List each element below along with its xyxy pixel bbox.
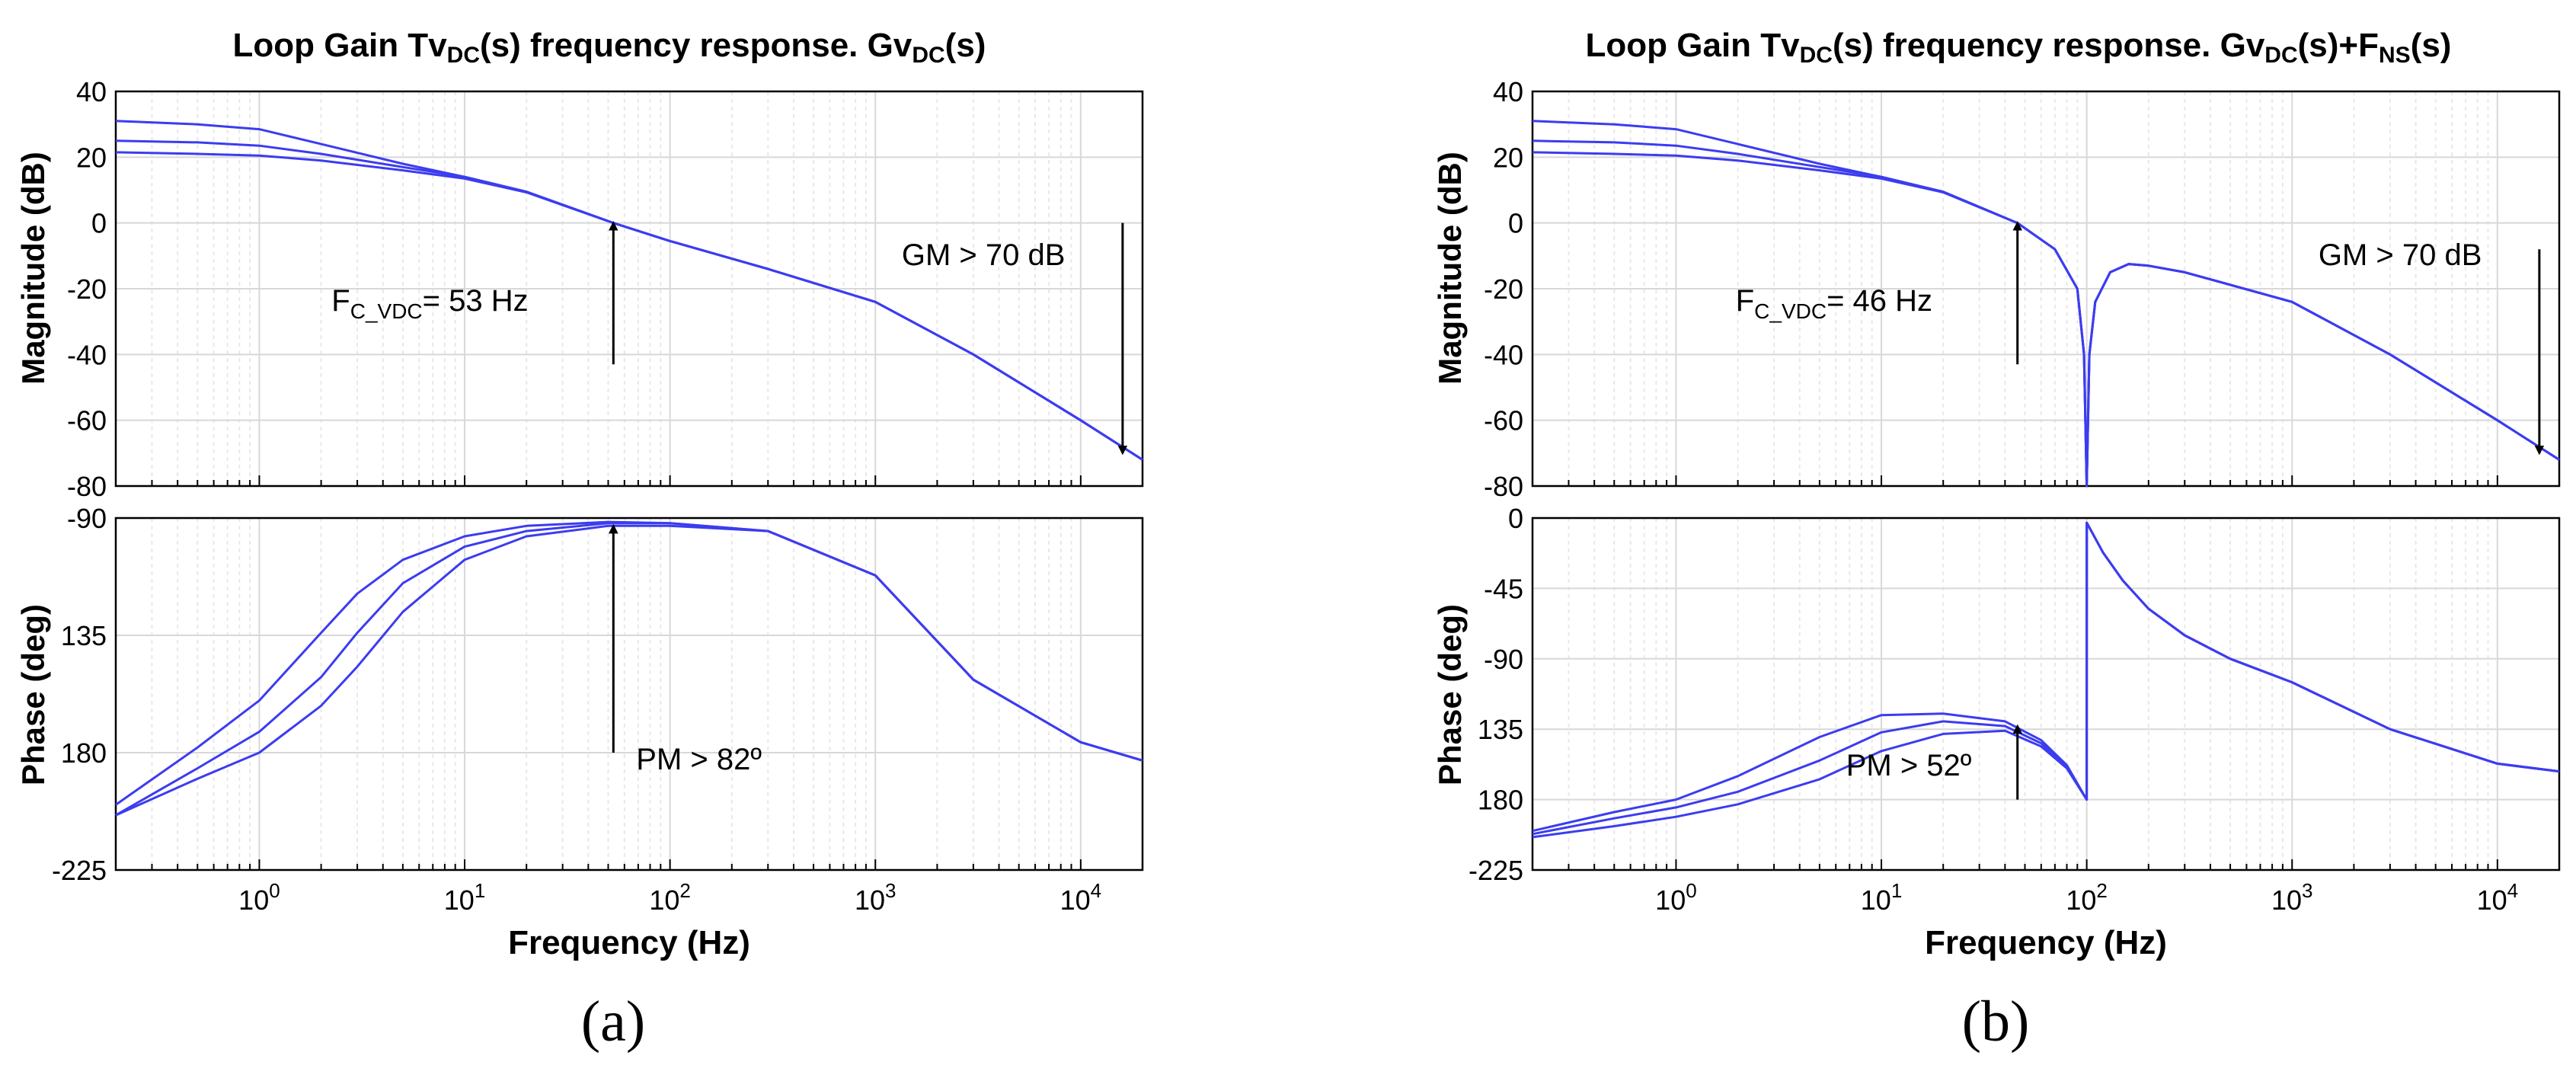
panel-b-magnitude-ytick-label: 0	[1508, 208, 1523, 239]
panel-b-phase: 100 101 102 103 104 0 -45 -90 135 180 -225 PM > 52º	[1469, 503, 2561, 916]
panel-a-phase: 100 101 102 103 104 -90 135 180 -225 PM > 82º	[52, 503, 1144, 916]
panel-a-phase-ytick-label: 135	[61, 620, 107, 651]
panel-a-xlabel: Frequency (Hz)	[508, 924, 750, 961]
panel-b-magnitude-ytick-label: -20	[1484, 273, 1523, 305]
panel-a-magnitude-series-3	[115, 151, 1143, 461]
panel-a-phase-series-1	[115, 520, 1143, 806]
panel-b-magnitude-ytick-label: -60	[1484, 405, 1523, 437]
panel-b-gm-label: GM > 70 dB	[2319, 238, 2482, 272]
panel-a-phase-series-3	[115, 524, 1143, 817]
panel-a-magnitude-series-2	[115, 139, 1143, 461]
panel-a-title: Loop Gain TvDC(s) frequency response. Gv…	[233, 27, 986, 68]
panel-b-magnitude-series-2	[1532, 139, 2560, 488]
panel-a-phase-frame	[114, 517, 1144, 872]
panel-a-phase-xtick-label: 102	[649, 879, 691, 916]
panel-a-magnitude-ytick-label: 0	[91, 208, 107, 239]
panel-a-magnitude: 40 20 0 -20 -40 -60 -80 FC_VDC= 53 Hz GM > 70 dB	[67, 76, 1144, 502]
panel-b-magnitude-series-1	[1532, 120, 2560, 488]
panel-a-magnitude-ytick-label: 40	[76, 76, 107, 107]
panel-a-phase-ytick-label: -225	[52, 855, 107, 886]
panel-b-caption: (b)	[1961, 990, 2030, 1054]
panel-a-pm-label: PM > 82º	[636, 743, 762, 776]
panel-b-phase-ytick-label: -45	[1484, 573, 1523, 604]
panel-b-magnitude-series-3	[1532, 151, 2560, 488]
panel-b-phase-xtick-label: 100	[1655, 879, 1697, 916]
panel-a-magnitude-ytick-label: -80	[67, 471, 107, 502]
panel-b-magnitude-ytick-label: -80	[1484, 471, 1523, 502]
panel-b-phase-xtick-label: 104	[2477, 879, 2519, 916]
panel-a-phase-series-2	[115, 522, 1143, 817]
panel-b-phase-frame	[1531, 517, 2561, 872]
panel-a-magnitude-ytick-label: -60	[67, 405, 107, 437]
panel-b-magnitude-ytick-label: 20	[1493, 142, 1523, 173]
panel-a-phase-xtick-label: 101	[444, 879, 486, 916]
panel-a-phase-ylabel: Phase (deg)	[15, 604, 51, 785]
panel-b-phase-ylabel: Phase (deg)	[1432, 604, 1468, 785]
panel-b-phase-series-1	[1532, 521, 2560, 833]
panel-b-magnitude-ylabel: Magnitude (dB)	[1432, 152, 1468, 385]
panel-b: Loop Gain TvDC(s) frequency response. Gv…	[1432, 27, 2561, 961]
panel-b-phase-ytick-label: 180	[1478, 785, 1523, 816]
panel-b-phase-ytick-label: 0	[1508, 503, 1523, 534]
panel-a: Loop Gain TvDC(s) frequency response. Gv…	[15, 27, 1144, 961]
panel-a-magnitude-frame	[114, 90, 1144, 488]
panel-b-phase-ytick-label: -225	[1469, 855, 1523, 886]
panel-a-phase-ytick-label: -90	[67, 503, 107, 534]
panel-b-phase-series-3	[1532, 521, 2560, 839]
panel-a-phase-xtick-label: 100	[238, 879, 280, 916]
panel-a-caption: (a)	[580, 990, 646, 1054]
panel-a-magnitude-series-1	[115, 120, 1143, 461]
panel-b-pm-label: PM > 52º	[1846, 749, 1972, 782]
panel-b-phase-xtick-label: 102	[2066, 879, 2108, 916]
panel-b-phase-xtick-label: 101	[1861, 879, 1903, 916]
panel-a-gm-label: GM > 70 dB	[902, 238, 1066, 272]
panel-b-phase-xtick-label: 103	[2271, 879, 2313, 916]
panel-b-xlabel: Frequency (Hz)	[1925, 924, 2167, 961]
panel-b-phase-ytick-label: -90	[1484, 644, 1523, 675]
panel-a-fc-label: FC_VDC= 53 Hz	[331, 284, 528, 323]
panel-b-title: Loop Gain TvDC(s) frequency response. Gv…	[1586, 27, 2452, 68]
panel-a-phase-xtick-label: 103	[855, 879, 896, 916]
panel-a-phase-xtick-label: 104	[1060, 879, 1102, 916]
panel-a-magnitude-ytick-label: -40	[67, 339, 107, 370]
panel-b-magnitude-frame	[1531, 90, 2561, 488]
panel-a-magnitude-ylabel: Magnitude (dB)	[15, 152, 51, 385]
panel-a-magnitude-ytick-label: 20	[76, 142, 107, 173]
panel-a-magnitude-ytick-label: -20	[67, 273, 107, 305]
panel-b-magnitude: 40 20 0 -20 -40 -60 -80 FC_VDC= 46 Hz GM > 70 dB	[1484, 76, 2561, 502]
panel-b-phase-series-2	[1532, 521, 2560, 836]
panel-b-fc-label: FC_VDC= 46 Hz	[1736, 284, 1932, 323]
panel-b-phase-ytick-label: 135	[1478, 714, 1523, 745]
panel-b-magnitude-ytick-label: 40	[1493, 76, 1523, 107]
panel-b-magnitude-ytick-label: -40	[1484, 339, 1523, 370]
panel-a-phase-ytick-label: 180	[61, 737, 107, 769]
